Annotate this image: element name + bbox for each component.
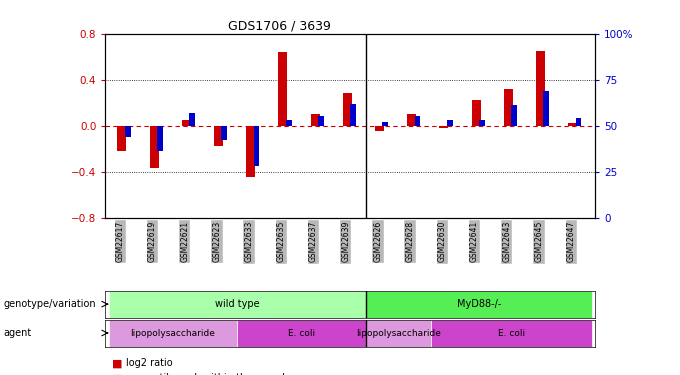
Text: ■: ■ — [112, 358, 126, 368]
Bar — [576, 118, 581, 126]
Bar — [343, 93, 352, 126]
Bar — [254, 126, 259, 166]
Text: percentile rank within the sample: percentile rank within the sample — [126, 374, 291, 375]
Bar — [375, 126, 384, 131]
Text: GSM22626: GSM22626 — [373, 221, 382, 262]
Bar — [182, 120, 191, 126]
Bar — [367, 320, 430, 346]
Text: GSM22639: GSM22639 — [341, 221, 350, 262]
Text: ■: ■ — [112, 374, 126, 375]
Bar — [318, 116, 324, 126]
Bar — [278, 52, 288, 126]
Bar — [407, 114, 416, 126]
Bar — [157, 126, 163, 152]
Bar — [430, 320, 592, 346]
Bar — [472, 100, 481, 126]
Bar — [350, 104, 356, 126]
Text: GSM22637: GSM22637 — [309, 221, 318, 262]
Text: GSM22633: GSM22633 — [245, 221, 254, 262]
Bar — [536, 51, 545, 126]
Bar — [479, 120, 485, 126]
Text: E. coli: E. coli — [288, 328, 316, 338]
Text: GSM22628: GSM22628 — [406, 221, 415, 262]
Text: agent: agent — [3, 328, 32, 338]
Bar — [367, 291, 592, 318]
Bar — [504, 89, 513, 126]
Text: GSM22641: GSM22641 — [470, 221, 479, 262]
Bar — [109, 320, 237, 346]
Text: GSM22645: GSM22645 — [534, 221, 543, 262]
Text: lipopolysaccharide: lipopolysaccharide — [131, 328, 216, 338]
Text: GSM22643: GSM22643 — [503, 221, 511, 262]
Bar — [222, 126, 227, 140]
Bar — [109, 291, 367, 318]
Bar — [447, 120, 453, 126]
Text: E. coli: E. coli — [498, 328, 525, 338]
Bar — [568, 123, 577, 126]
Text: GDS1706 / 3639: GDS1706 / 3639 — [228, 20, 330, 33]
Text: GSM22619: GSM22619 — [148, 221, 157, 262]
Text: GSM22617: GSM22617 — [116, 221, 124, 262]
Text: GSM22647: GSM22647 — [566, 221, 576, 262]
Text: GSM22630: GSM22630 — [438, 221, 447, 262]
Text: GSM22623: GSM22623 — [212, 221, 222, 262]
Bar — [511, 105, 517, 126]
Bar — [118, 126, 126, 151]
Bar — [382, 122, 388, 126]
Text: GSM22635: GSM22635 — [277, 221, 286, 262]
Bar — [189, 113, 195, 126]
Text: MyD88-/-: MyD88-/- — [457, 299, 501, 309]
Bar — [214, 126, 223, 146]
Text: wild type: wild type — [215, 299, 260, 309]
Bar — [246, 126, 255, 177]
Text: log2 ratio: log2 ratio — [126, 358, 173, 368]
Text: lipopolysaccharide: lipopolysaccharide — [356, 328, 441, 338]
Bar — [439, 126, 448, 128]
Bar — [543, 91, 549, 126]
Text: GSM22621: GSM22621 — [180, 221, 189, 262]
Bar — [415, 116, 420, 126]
Bar — [286, 120, 292, 126]
Bar — [124, 126, 131, 136]
Bar — [237, 320, 367, 346]
Text: genotype/variation: genotype/variation — [3, 299, 96, 309]
Bar — [311, 114, 320, 126]
Bar — [150, 126, 158, 168]
